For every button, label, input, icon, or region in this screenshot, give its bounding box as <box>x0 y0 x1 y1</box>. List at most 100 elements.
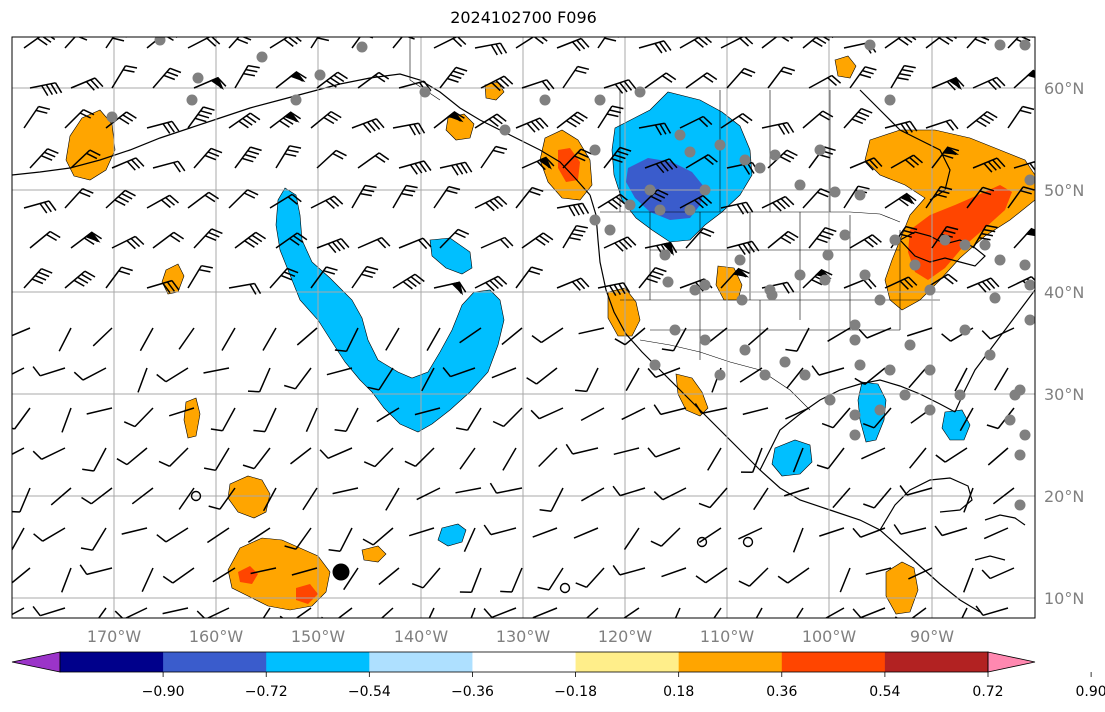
wind-barb-feather <box>528 190 541 196</box>
wind-barb-feather <box>499 238 510 249</box>
wind-barb-feather <box>489 279 499 290</box>
wind-barb-shaft <box>802 37 818 49</box>
wind-barb-feather <box>82 188 94 194</box>
wind-barb-feather <box>568 205 576 217</box>
wind-barb-feather <box>745 201 754 213</box>
wind-barb-feather <box>978 236 991 241</box>
wind-barb-feather <box>613 284 622 295</box>
wind-barb-shaft <box>698 527 722 544</box>
wind-barb-shaft <box>12 327 31 337</box>
wind-barb-feather <box>114 199 126 206</box>
wind-barb-feather <box>77 276 89 284</box>
wind-barb-feather <box>783 66 796 72</box>
wind-barb-feather <box>39 203 48 214</box>
wind-barb-feather <box>289 145 302 149</box>
wind-barb-feather <box>742 112 753 122</box>
wind-barb-feather <box>611 105 624 110</box>
wind-barb-feather <box>531 334 542 344</box>
station-dot <box>1024 174 1035 186</box>
wind-barb-shaft <box>178 327 195 350</box>
station-dot <box>499 124 511 136</box>
wind-barb-shaft <box>64 37 76 49</box>
wind-barb-shaft <box>515 37 535 49</box>
wind-barb-shaft <box>963 487 974 513</box>
negative-region-small-1 <box>437 523 467 547</box>
wind-barb-shaft <box>622 607 640 618</box>
wind-barb-pennant <box>289 70 306 83</box>
station-dot <box>739 154 751 166</box>
wind-barb-feather <box>738 580 750 587</box>
wind-barb-feather <box>1029 162 1035 172</box>
wind-barb-feather <box>126 240 136 250</box>
wind-barb-shaft <box>761 37 778 49</box>
wind-barb-feather <box>982 186 995 192</box>
station-dot <box>884 94 896 106</box>
wind-barb-feather <box>492 420 505 428</box>
wind-barb-feather <box>818 113 830 121</box>
wind-barb-feather <box>986 424 999 430</box>
wind-barb-shaft <box>165 527 189 543</box>
wind-barb-shaft <box>819 527 845 537</box>
wind-barb-feather <box>528 270 541 275</box>
wind-barb-feather <box>1031 37 1034 38</box>
wind-barb-shaft <box>378 567 400 586</box>
wind-barb-feather <box>628 79 637 90</box>
wind-barb-shaft <box>713 607 722 618</box>
wind-barb-feather <box>452 70 465 76</box>
wind-barb-feather <box>664 160 674 170</box>
wind-barb-shaft <box>172 567 195 584</box>
wind-barb-feather <box>985 224 998 229</box>
wind-barb-feather <box>863 503 875 509</box>
colorbar-tick-label: 0.36 <box>766 684 797 700</box>
positive-region-small-2 <box>183 397 201 439</box>
wind-barb-feather <box>503 75 514 85</box>
wind-barb-shaft <box>219 487 236 510</box>
wind-barb-feather <box>1019 109 1032 115</box>
wind-barb-feather <box>751 240 760 252</box>
wind-barb-shaft <box>82 367 107 381</box>
wind-barb-feather <box>116 458 128 466</box>
wind-barb-feather <box>580 148 593 155</box>
wind-barb-feather <box>375 118 385 129</box>
wind-barb-feather <box>363 461 376 468</box>
station-dot <box>684 146 696 158</box>
station-dot <box>1019 429 1031 441</box>
wind-barb-shaft <box>585 607 599 618</box>
wind-barb-shaft <box>470 607 476 618</box>
wind-barb-feather <box>663 122 672 134</box>
wind-barb-feather <box>901 68 914 73</box>
wind-barb-shaft <box>753 487 769 511</box>
station-dot <box>624 199 636 211</box>
wind-barb-feather <box>613 154 626 160</box>
wind-barb-feather <box>203 467 216 472</box>
station-dot <box>314 69 326 81</box>
station-dot <box>854 189 866 201</box>
station-dot <box>814 144 826 156</box>
wind-barb-shaft <box>92 327 113 347</box>
wind-barb-feather <box>977 282 987 293</box>
wind-barb-shaft <box>548 567 564 591</box>
wind-barb-feather <box>211 228 223 235</box>
wind-barb-feather <box>693 39 704 48</box>
wind-barb-shaft <box>416 487 441 501</box>
wind-barb-feather <box>944 37 954 42</box>
wind-barb-shaft <box>619 567 646 576</box>
wind-barb-feather <box>981 330 991 340</box>
station-dot <box>822 249 834 261</box>
wind-barb-feather <box>247 237 259 246</box>
strong-positive-hawaii-south-2 <box>296 584 318 604</box>
wind-barb-feather <box>156 373 167 383</box>
wind-barb-shaft <box>738 527 763 540</box>
wind-barb-feather <box>493 197 504 208</box>
wind-barb-feather <box>447 77 459 83</box>
wind-barb-feather <box>250 146 262 152</box>
wind-barb-feather <box>741 202 749 214</box>
wind-barb-feather <box>981 232 994 237</box>
wind-barb-shaft <box>580 407 605 422</box>
wind-barb-feather <box>80 547 93 551</box>
wind-barb-shaft <box>178 487 195 510</box>
wind-barb-feather <box>824 146 836 152</box>
wind-barb-shaft <box>490 527 517 536</box>
wind-barb-feather <box>327 243 337 254</box>
wind-barb-feather <box>820 188 832 194</box>
